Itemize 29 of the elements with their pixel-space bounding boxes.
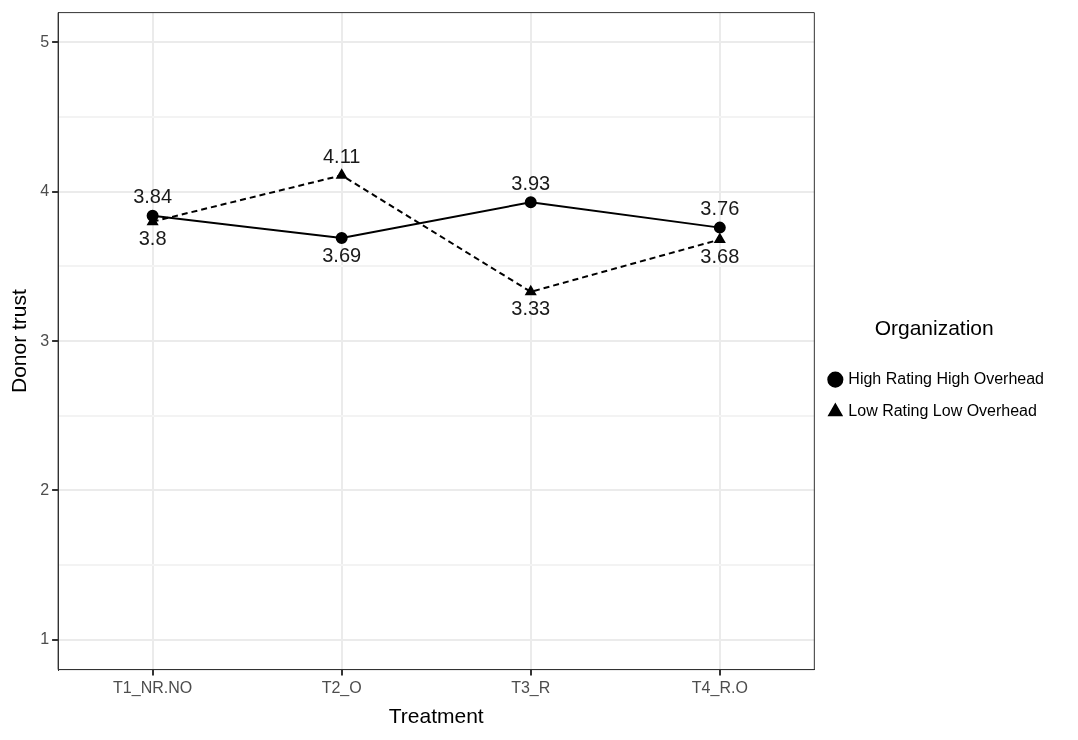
x-tick-label: T4_R.O [691, 678, 748, 697]
point [336, 169, 348, 179]
x-tick-label: T3_R [511, 678, 551, 697]
y-tick-label: 1 [40, 630, 50, 648]
data-label: 3.69 [322, 243, 362, 266]
data-label: 3.76 [700, 197, 740, 220]
data-label: 3.8 [138, 227, 167, 250]
y-axis-title: Donor trust [7, 289, 31, 394]
x-axis-title: Treatment [388, 704, 484, 728]
point [713, 221, 726, 234]
point [524, 196, 537, 209]
legend-label: High Rating High Overhead [848, 370, 1045, 388]
data-label: 3.93 [511, 171, 551, 194]
data-label: 4.11 [322, 144, 361, 167]
point [335, 232, 348, 245]
x-tick-label: T1_NR.NO [113, 678, 193, 697]
legend-title: Organization [874, 315, 994, 339]
data-label: 3.84 [133, 185, 173, 208]
y-tick-label: 5 [40, 32, 50, 50]
point [146, 209, 159, 222]
data-label: 3.33 [511, 297, 551, 320]
data-label: 3.68 [700, 245, 740, 268]
point [525, 285, 537, 296]
y-tick-label: 2 [40, 480, 50, 498]
point [714, 233, 726, 244]
y-tick-label: 3 [40, 331, 50, 349]
y-tick-label: 4 [40, 182, 50, 200]
x-tick-label: T2_O [321, 678, 362, 697]
legend-label: Low Rating Low Overhead [848, 402, 1037, 420]
